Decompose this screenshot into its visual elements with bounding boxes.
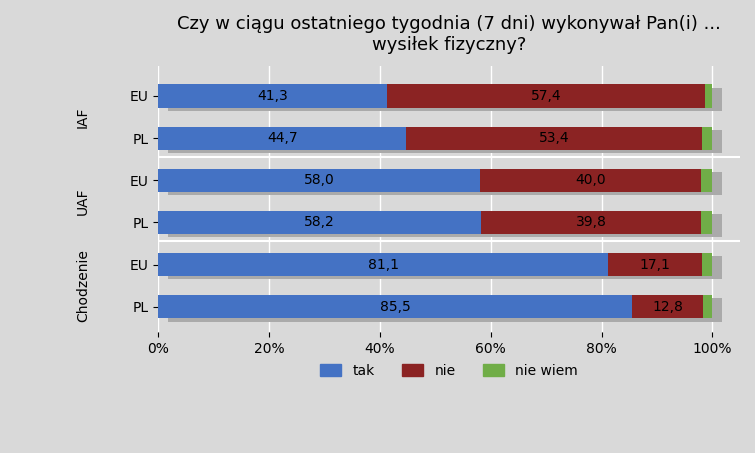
- Text: 44,7: 44,7: [267, 131, 297, 145]
- Bar: [159, 126, 406, 149]
- Bar: [632, 295, 703, 318]
- Bar: [159, 84, 387, 107]
- Text: 53,4: 53,4: [538, 131, 569, 145]
- Bar: [168, 130, 416, 153]
- Bar: [159, 253, 608, 276]
- Bar: [702, 126, 712, 149]
- Text: 58,0: 58,0: [304, 173, 334, 187]
- Bar: [713, 299, 723, 322]
- Text: 85,5: 85,5: [380, 300, 411, 313]
- Bar: [712, 130, 723, 153]
- Text: 40,0: 40,0: [575, 173, 606, 187]
- Bar: [711, 172, 723, 195]
- Text: 12,8: 12,8: [652, 300, 683, 313]
- Text: 81,1: 81,1: [368, 258, 399, 271]
- Bar: [703, 295, 712, 318]
- Bar: [715, 88, 723, 111]
- Bar: [608, 253, 702, 276]
- Text: IAF: IAF: [76, 106, 90, 128]
- Bar: [168, 88, 397, 111]
- Bar: [159, 169, 479, 192]
- Bar: [168, 214, 491, 237]
- Bar: [416, 130, 712, 153]
- Bar: [490, 172, 711, 195]
- Bar: [159, 211, 481, 234]
- Text: 57,4: 57,4: [531, 89, 562, 103]
- Bar: [479, 169, 701, 192]
- Bar: [491, 214, 711, 237]
- Text: 58,2: 58,2: [304, 215, 335, 229]
- Text: 17,1: 17,1: [639, 258, 670, 271]
- Bar: [481, 211, 701, 234]
- Bar: [712, 256, 723, 280]
- Text: Chodzenie: Chodzenie: [76, 249, 90, 322]
- Bar: [168, 299, 642, 322]
- Bar: [159, 295, 632, 318]
- Bar: [701, 211, 712, 234]
- Bar: [642, 299, 713, 322]
- Bar: [406, 126, 702, 149]
- Text: 39,8: 39,8: [575, 215, 606, 229]
- Bar: [168, 172, 490, 195]
- Text: UAF: UAF: [76, 188, 90, 215]
- Legend: tak, nie, nie wiem: tak, nie, nie wiem: [315, 358, 584, 383]
- Bar: [705, 84, 712, 107]
- Bar: [701, 169, 712, 192]
- Bar: [397, 88, 715, 111]
- Bar: [702, 253, 712, 276]
- Bar: [387, 84, 705, 107]
- Title: Czy w ciągu ostatniego tygodnia (7 dni) wykonywał Pan(i) ...
wysiłek fizyczny?: Czy w ciągu ostatniego tygodnia (7 dni) …: [177, 15, 721, 54]
- Text: 41,3: 41,3: [257, 89, 288, 103]
- Bar: [168, 256, 618, 280]
- Bar: [711, 214, 723, 237]
- Bar: [618, 256, 712, 280]
